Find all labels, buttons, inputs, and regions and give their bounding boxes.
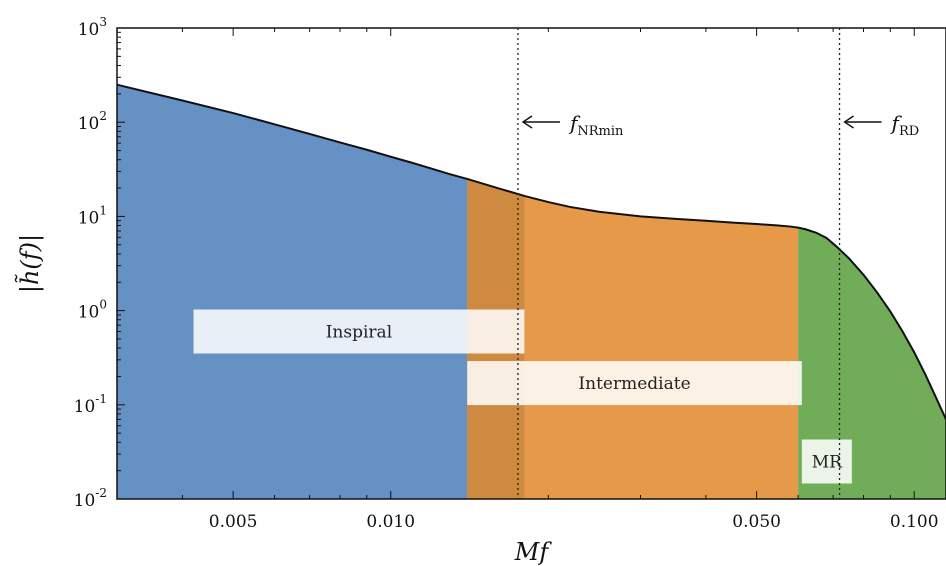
labels-layer: Inspiral Intermediate MR	[193, 309, 852, 484]
x-tick-label: 0.050	[732, 512, 781, 532]
region-label-mr: MR	[801, 439, 852, 484]
x-axis-title: Mf	[514, 538, 553, 566]
y-tick-label: 101	[78, 203, 107, 228]
arrow-head	[521, 115, 533, 129]
y-tick-label: 103	[78, 15, 107, 40]
region-label-box	[467, 361, 802, 406]
region-intermediate	[467, 178, 799, 499]
region-label-text: Inspiral	[326, 322, 392, 342]
annotation-nrmin: fNRmin	[568, 111, 624, 139]
waveform-curve	[116, 83, 946, 420]
y-tick-label: 100	[78, 298, 107, 323]
region-label-text: MR	[812, 453, 843, 473]
y-tick-label: 10-2	[74, 486, 107, 511]
y-tick-label: 10-1	[74, 392, 107, 417]
x-tick-label: 0.005	[209, 512, 258, 532]
region-label-text: Intermediate	[578, 374, 690, 394]
region-label-intermediate: Intermediate	[467, 361, 802, 406]
y-axis-title: |h̃(f)|	[15, 234, 45, 293]
x-tick-label: 0.010	[366, 512, 415, 532]
region-mr	[798, 227, 946, 499]
annotation-rd: fRD	[890, 111, 920, 139]
region-label-box	[801, 439, 852, 484]
x-tick-label: 0.100	[890, 512, 939, 532]
plot-frame	[116, 27, 946, 500]
y-tick-label: 102	[78, 109, 107, 134]
arrow-head	[843, 115, 854, 129]
region-label-inspiral: Inspiral	[193, 309, 525, 354]
regions-layer	[117, 84, 946, 500]
region-label-box	[193, 309, 525, 354]
region-inspiral	[117, 84, 525, 500]
